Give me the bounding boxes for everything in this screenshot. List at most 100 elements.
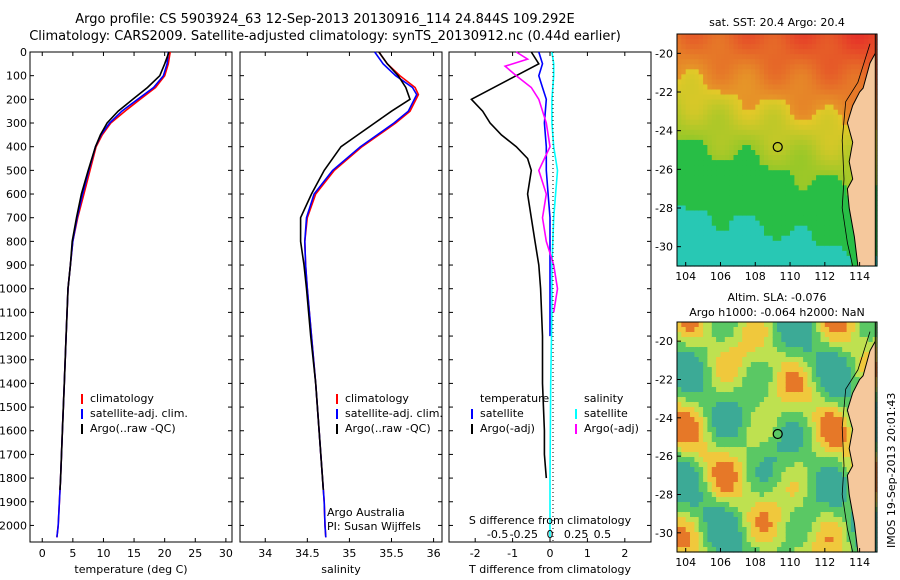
sst-map-cell (707, 44, 713, 50)
sla-map-cell (837, 347, 843, 353)
sla-map-cell (846, 527, 852, 533)
sla-map-cell (737, 357, 743, 363)
sst-map-cell (711, 74, 717, 80)
sst-map-cell (785, 240, 791, 247)
sla-map-cell (711, 477, 717, 483)
sla-map-cell (803, 427, 808, 433)
sst-map-cell (685, 74, 691, 80)
sst-map-ytick-label: -26 (655, 163, 673, 176)
sst-map-cell (803, 210, 808, 217)
sst-map-cell (781, 139, 787, 146)
sst-map-cell (842, 155, 848, 161)
sla-map-cell (790, 407, 795, 413)
sla-map-cell (690, 427, 695, 433)
sst-map-cell (803, 49, 808, 55)
sst-map-cell (794, 134, 800, 141)
sla-map-cell (698, 492, 704, 498)
sst-map-cell (720, 114, 726, 121)
sla-map-cell (711, 547, 717, 553)
sla-map-cell (750, 452, 756, 458)
sla-map-cell (833, 507, 839, 513)
sst-map-cell (737, 79, 743, 85)
sst-map-xtick-label: 108 (745, 270, 766, 283)
sla-map-cell (681, 512, 687, 518)
sla-map-cell (681, 382, 687, 388)
sla-map-cell (733, 487, 739, 493)
sst-map-cell (811, 205, 817, 212)
difference-series-2 (549, 51, 559, 538)
sst-map-cell (781, 145, 787, 151)
sst-map-cell (711, 119, 717, 126)
sst-map-cell (781, 124, 787, 131)
sst-map-cell (803, 134, 808, 141)
sla-map-cell (681, 357, 687, 363)
sla-map-cell (737, 492, 743, 498)
sst-map-cell (816, 235, 821, 242)
sst-map-cell (829, 235, 835, 242)
sst-map-cell (794, 34, 800, 40)
sla-map-cell (829, 377, 835, 383)
sla-map-cell (733, 547, 739, 553)
sla-map-ytick-label: -30 (655, 527, 673, 540)
sla-map-cell (711, 402, 717, 408)
sla-map-cell (798, 527, 804, 533)
sla-map-cell (698, 477, 704, 483)
sst-map-cell (790, 44, 795, 50)
sst-map-cell (820, 160, 826, 166)
sst-map-cell (829, 129, 835, 136)
sla-map-cell (711, 407, 717, 413)
sst-map-cell (829, 34, 835, 40)
sla-map-cell (807, 392, 813, 398)
sla-map-cell (777, 392, 782, 398)
sla-map-cell (846, 462, 852, 468)
sla-map-cell (759, 332, 765, 338)
sla-map-cell (829, 472, 835, 478)
sst-map-cell (707, 230, 713, 237)
sst-map-cell (824, 190, 830, 196)
sst-map-cell (846, 79, 852, 85)
sst-map-cell (764, 150, 769, 156)
sst-map-cell (764, 49, 769, 55)
sla-map-cell (842, 452, 848, 458)
sla-map-cell (759, 507, 765, 513)
sst-map-cell (833, 79, 839, 85)
sla-map-cell (711, 327, 717, 333)
sla-map-cell (737, 367, 743, 373)
sla-map-cell (859, 352, 865, 358)
sst-map-cell (764, 205, 769, 212)
sla-map-cell (694, 467, 700, 473)
sst-map-cell (772, 210, 778, 217)
sst-map-cell (811, 160, 817, 166)
sla-map-cell (785, 457, 791, 463)
sst-map-cell (816, 215, 821, 222)
sla-map-cell (746, 482, 752, 488)
depth-tick-label: 1900 (0, 496, 27, 509)
sla-map-cell (694, 407, 700, 413)
sla-map-cell (733, 482, 739, 488)
sla-map-cell (824, 352, 830, 358)
salinity-diff-tick-label: -0.25 (510, 528, 538, 541)
sla-map-cell (824, 372, 830, 378)
sst-map-cell (777, 185, 782, 191)
sla-map-cell (807, 402, 813, 408)
sst-map-cell (820, 205, 826, 212)
sst-map-cell (694, 119, 700, 126)
sst-map-cell (842, 215, 848, 222)
sla-map-cell (777, 407, 782, 413)
sst-map-cell (816, 195, 821, 201)
sla-map-cell (816, 407, 821, 413)
sla-map-cell (833, 337, 839, 343)
sla-map-cell (785, 337, 791, 343)
sla-map-cell (824, 447, 830, 453)
sst-map-cell (798, 104, 804, 111)
salinity-legend-label: Argo(..raw -QC) (345, 422, 431, 435)
sst-map-cell (707, 34, 713, 40)
sla-map-cell (729, 417, 735, 423)
sla-map-cell (694, 372, 700, 378)
sst-map-cell (842, 261, 848, 267)
sla-map-cell (707, 412, 713, 418)
sla-map-cell (720, 387, 726, 393)
sla-map-cell (720, 322, 726, 328)
sla-map-cell (820, 387, 826, 393)
sla-map-cell (820, 507, 826, 513)
